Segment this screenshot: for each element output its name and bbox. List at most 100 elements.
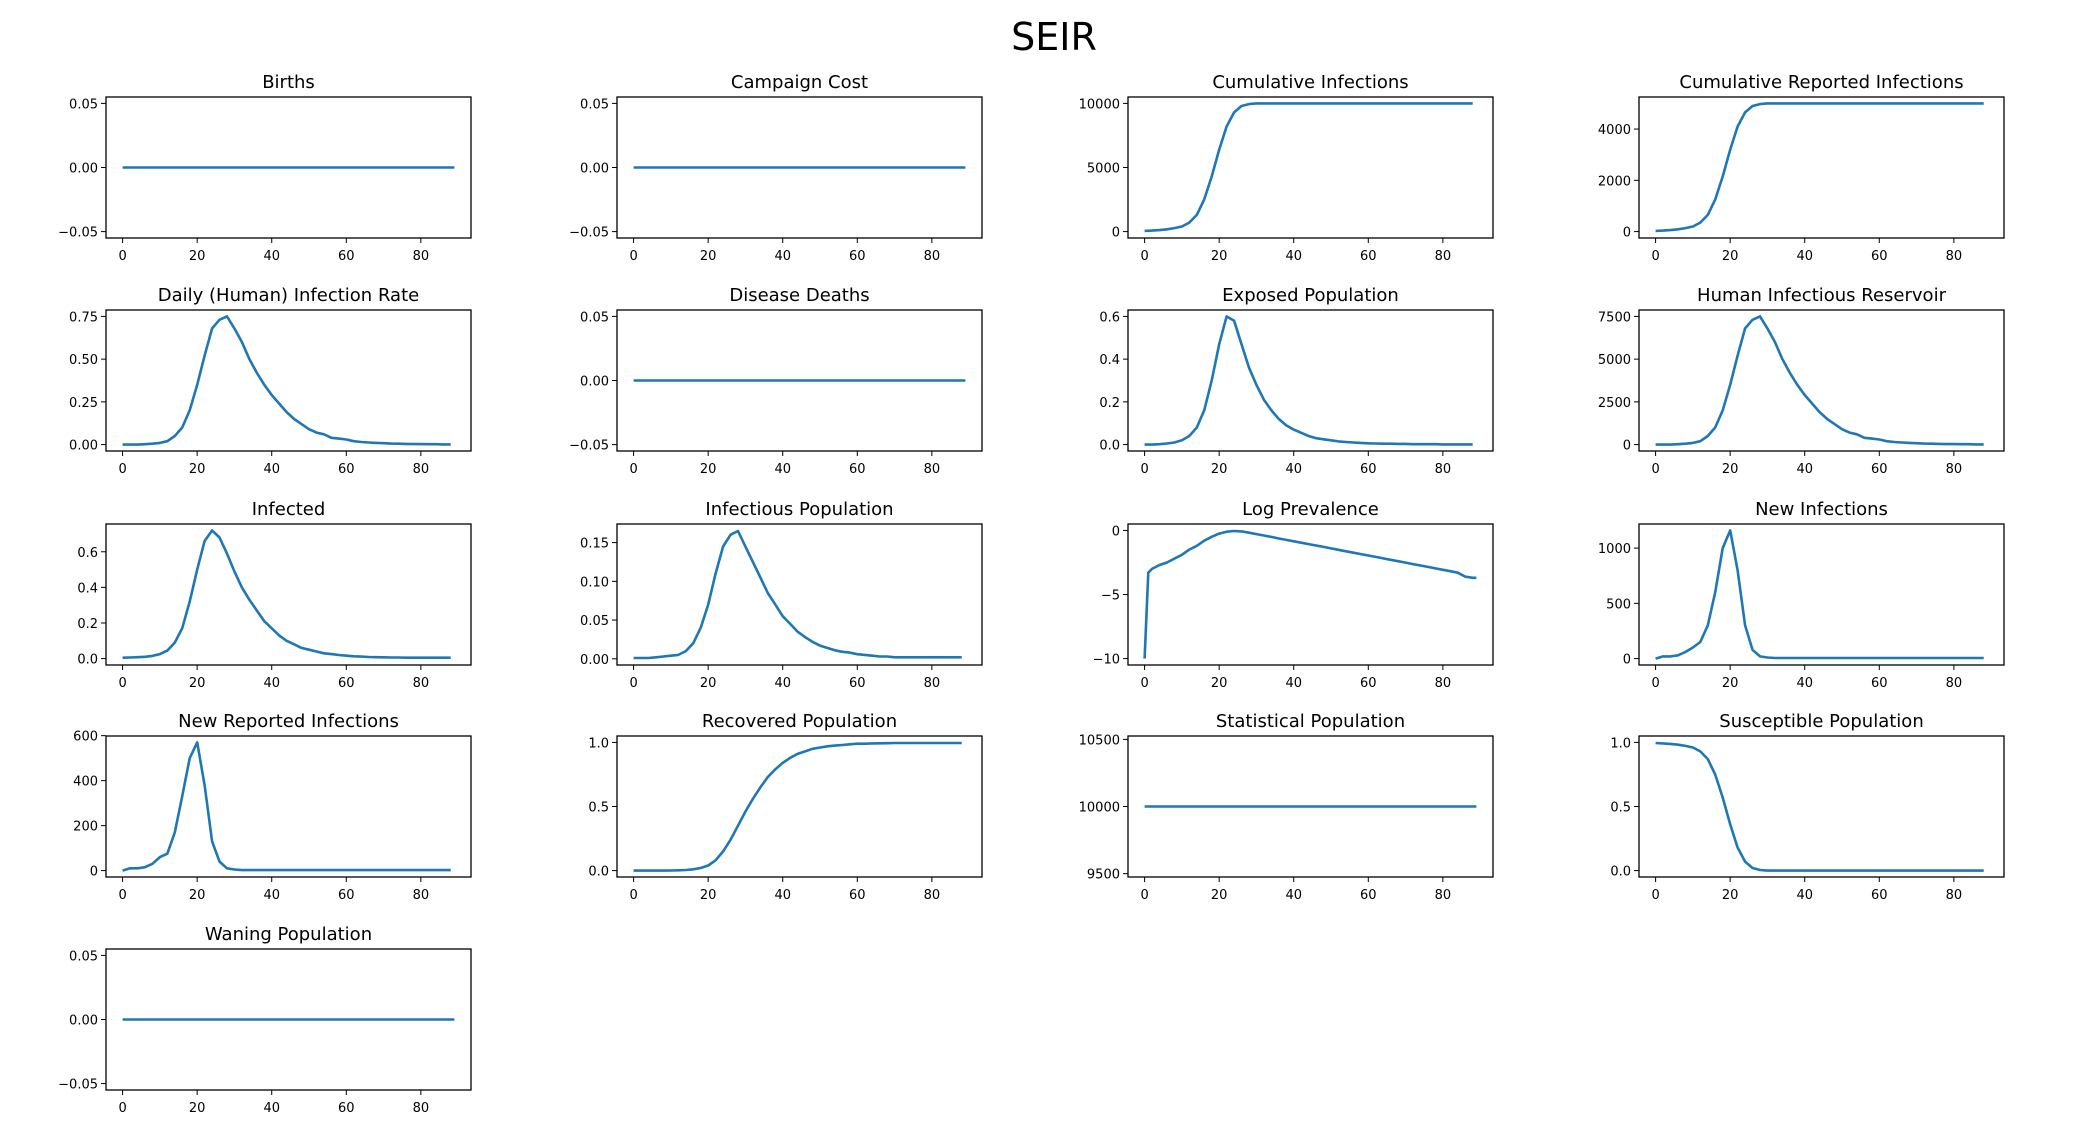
x-tick-label: 20 [700, 676, 717, 691]
y-tick-label: 0.75 [69, 310, 98, 325]
y-tick-label: 0.0 [77, 653, 98, 668]
y-tick-label: −5 [1101, 589, 1120, 604]
y-tick-label: 1.0 [588, 736, 609, 751]
x-tick-label: 60 [849, 249, 866, 264]
subplot-title: Cumulative Reported Infections [1679, 72, 1963, 93]
y-tick-label: 0.25 [69, 396, 98, 411]
subplot-recovered-population: Recovered Population 0 20 40 60 80 0.0 0.5 1.0 [588, 711, 983, 903]
x-tick-label: 20 [1722, 462, 1739, 477]
y-tick-label: 0.4 [77, 581, 98, 596]
y-tick-label: 0 [1623, 226, 1631, 241]
y-tick-label: 10000 [1079, 97, 1120, 112]
x-tick-label: 80 [1946, 462, 1963, 477]
series-line [633, 529, 962, 660]
x-tick-label: 80 [1946, 888, 1963, 903]
x-tick-label: 60 [849, 888, 866, 903]
series-line [1655, 102, 1984, 233]
x-tick-label: 40 [263, 1101, 280, 1116]
x-tick-label: 20 [1211, 462, 1228, 477]
x-tick-label: 40 [1796, 888, 1813, 903]
x-tick-label: 60 [1871, 888, 1888, 903]
y-tick-label: 0.00 [580, 375, 609, 390]
x-tick-label: 60 [1360, 462, 1377, 477]
subplot-exposed-population: Exposed Population 0 20 40 60 80 0.0 0.2 0.4 0.6 [1099, 285, 1494, 477]
y-tick-label: 2500 [1598, 396, 1631, 411]
y-tick-label: 7500 [1598, 310, 1631, 325]
subplot-daily-human-infection-rate: Daily (Human) Infection Rate 0 20 40 60 80 0.0… [69, 285, 472, 477]
x-tick-label: 20 [189, 1101, 206, 1116]
y-tick-label: 5000 [1598, 353, 1631, 368]
y-tick-label: 4000 [1598, 123, 1631, 138]
subplot-waning-population: Waning Population 0 20 40 60 80 −0.05 0.00 0.05 [58, 924, 472, 1116]
x-tick-label: 60 [1360, 888, 1377, 903]
x-tick-label: 40 [263, 462, 280, 477]
y-tick-label: −10 [1093, 653, 1120, 668]
x-tick-label: 60 [1871, 676, 1888, 691]
y-tick-label: 5000 [1087, 162, 1120, 177]
y-tick-label: 0.10 [580, 575, 609, 590]
x-tick-label: 80 [413, 249, 430, 264]
y-tick-label: 0.05 [580, 310, 609, 325]
series-line [633, 741, 962, 872]
series-line [122, 741, 451, 872]
subplot-cumulative-reported-infections: Cumulative Reported Infections 0 20 40 60 80 0… [1598, 72, 2005, 264]
x-tick-label: 80 [1435, 676, 1452, 691]
figure-title: SEIR [1011, 15, 1097, 59]
axes-frame [105, 309, 472, 452]
series-line [1655, 741, 1984, 872]
x-tick-label: 20 [1211, 888, 1228, 903]
x-tick-label: 40 [774, 462, 791, 477]
subplot-infectious-population: Infectious Population 0 20 40 60 80 0.00 0.05 0.… [580, 499, 983, 691]
y-tick-label: 0.5 [1610, 801, 1631, 816]
x-tick-label: 40 [1796, 676, 1813, 691]
axes-frame [105, 523, 472, 666]
x-tick-label: 40 [1796, 462, 1813, 477]
subplot-title: Log Prevalence [1242, 499, 1379, 520]
y-tick-label: 600 [73, 730, 98, 745]
subplot-title: Human Infectious Reservoir [1697, 285, 1947, 306]
x-tick-label: 60 [338, 888, 355, 903]
y-tick-label: 0.00 [580, 162, 609, 177]
axes-frame [1127, 96, 1494, 239]
x-tick-label: 20 [700, 249, 717, 264]
x-tick-label: 0 [1651, 462, 1659, 477]
x-tick-label: 60 [338, 1101, 355, 1116]
series-line [1144, 315, 1473, 446]
axes-frame [1638, 309, 2005, 452]
x-tick-label: 80 [1435, 249, 1452, 264]
x-tick-label: 60 [338, 676, 355, 691]
y-tick-label: 0.00 [69, 439, 98, 454]
x-tick-label: 60 [338, 249, 355, 264]
x-tick-label: 0 [629, 676, 637, 691]
x-tick-label: 20 [1722, 888, 1739, 903]
subplot-title: Infected [252, 499, 326, 520]
x-tick-label: 40 [263, 676, 280, 691]
subplot-title: New Infections [1755, 499, 1888, 520]
x-tick-label: 0 [1140, 249, 1148, 264]
y-tick-label: −0.05 [569, 226, 609, 241]
x-tick-label: 40 [263, 888, 280, 903]
subplot-title: Births [262, 72, 315, 93]
subplot-title: New Reported Infections [178, 711, 399, 732]
y-tick-label: 0.5 [588, 801, 609, 816]
y-tick-label: 0.05 [69, 97, 98, 112]
subplot-title: Recovered Population [702, 711, 897, 732]
y-tick-label: 9500 [1087, 868, 1120, 883]
x-tick-label: 80 [1946, 249, 1963, 264]
x-tick-label: 80 [924, 249, 941, 264]
x-tick-label: 80 [413, 888, 430, 903]
y-tick-label: 0 [1623, 439, 1631, 454]
y-tick-label: 0.0 [588, 865, 609, 880]
subplot-cumulative-infections: Cumulative Infections 0 20 40 60 80 0 5000 10000 [1079, 72, 1494, 264]
x-tick-label: 0 [629, 249, 637, 264]
subplot-title: Exposed Population [1222, 285, 1399, 306]
x-tick-label: 60 [1871, 462, 1888, 477]
x-tick-label: 80 [413, 676, 430, 691]
x-tick-label: 20 [1211, 676, 1228, 691]
x-tick-label: 80 [413, 462, 430, 477]
subplot-title: Disease Deaths [729, 285, 869, 306]
subplot-susceptible-population: Susceptible Population 0 20 40 60 80 0.0 0.5 1.0 [1610, 711, 2005, 903]
y-tick-label: 0 [1112, 226, 1120, 241]
x-tick-label: 60 [338, 462, 355, 477]
y-tick-label: 0.05 [580, 97, 609, 112]
